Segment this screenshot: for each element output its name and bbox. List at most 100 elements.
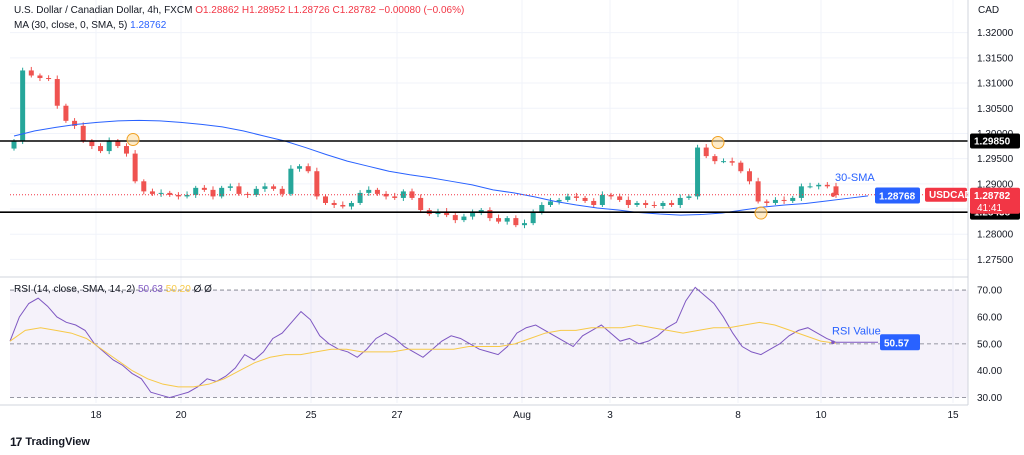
sma-annotation-label: 30-SMA — [835, 172, 875, 184]
candle-body — [374, 189, 380, 194]
rsi-guides — [10, 289, 968, 399]
time-tick-label: 25 — [305, 410, 317, 421]
price-tick-label: 1.31000 — [977, 79, 1014, 90]
candle-body — [816, 184, 822, 187]
price-tick-label: 1.32000 — [977, 28, 1014, 39]
candle-body — [487, 210, 493, 219]
candle-body — [738, 162, 744, 172]
currency-label: CAD — [978, 5, 1000, 16]
price-tick-label: 1.31500 — [977, 53, 1014, 64]
support-resistance-levels[interactable] — [0, 140, 968, 213]
price-tick-label: 1.29500 — [977, 154, 1014, 165]
candle-body — [193, 187, 199, 195]
candle-body — [798, 186, 804, 198]
candle-body — [547, 201, 553, 205]
candle-body — [149, 191, 155, 194]
candle-body — [210, 189, 216, 197]
candle-body — [677, 197, 683, 205]
price-tags: 1.298501.284381.28768USDCAD1.2878241:415… — [875, 133, 1020, 351]
current-price-tag-bg — [970, 187, 1020, 214]
candle-body — [461, 216, 467, 221]
candle-body — [37, 75, 43, 79]
candle-body — [781, 199, 787, 201]
rsi-sma-legend-value: 50.20 — [165, 284, 191, 295]
candle-body — [340, 204, 346, 207]
candle-body — [582, 197, 588, 201]
candle-body — [703, 147, 709, 157]
symbol-tag-bg — [925, 187, 967, 202]
highlight-circle — [126, 132, 140, 146]
candle-body — [279, 188, 285, 194]
candle-body — [253, 188, 259, 195]
candle-body — [80, 125, 86, 141]
candle-body — [305, 166, 311, 172]
candle-body — [824, 184, 830, 187]
candle-body — [695, 147, 701, 197]
candle-body — [184, 194, 190, 197]
chart-header: U.S. Dollar / Canadian Dollar, 4h, FXCM … — [14, 5, 464, 16]
current-price-tag: 1.28782 — [974, 191, 1011, 202]
candle-body — [617, 196, 623, 200]
ma-price-tag: 1.28768 — [879, 192, 916, 203]
candle-body — [20, 70, 26, 141]
candle-body — [790, 197, 796, 201]
rsi-legend[interactable]: RSI (14, close, SMA, 14, 2) 50.63 50.20 … — [14, 284, 212, 295]
candle-body — [98, 146, 104, 152]
candle-body — [746, 171, 752, 182]
rsi-legend-zero-1: Ø — [193, 284, 202, 295]
ma-legend[interactable]: MA (30, close, 0, SMA, 5) 1.28762 — [14, 20, 166, 31]
ma-legend-value: 1.28762 — [130, 20, 167, 31]
candle-body — [11, 141, 17, 149]
ma-price-tag-bg — [875, 187, 920, 204]
candle-body — [132, 153, 138, 182]
candle-body — [452, 215, 458, 221]
candle-body — [764, 201, 770, 203]
annotation-marks: 30-SMA RSI Value — [126, 132, 881, 345]
rsi-annotation-label: RSI Value — [832, 325, 881, 337]
candle-body — [383, 193, 389, 197]
candle-body — [219, 187, 225, 197]
time-tick-label: 8 — [735, 410, 741, 421]
rsi-tick-label: 40.00 — [977, 366, 1002, 377]
candle-body — [322, 196, 328, 203]
candle-body — [348, 202, 354, 207]
candle-body — [522, 223, 528, 226]
rsi-tick-label: 60.00 — [977, 312, 1002, 323]
candle-body — [599, 194, 605, 205]
candle-body — [539, 204, 545, 212]
axes: 1.320001.315001.310001.305001.300001.295… — [0, 0, 1014, 406]
candle-body — [63, 105, 69, 121]
tradingview-logo[interactable]: 17 TradingView — [10, 435, 90, 449]
brand-name: TradingView — [25, 436, 90, 448]
symbol-tag: USDCAD — [929, 190, 972, 201]
time-tick-label: 15 — [947, 410, 959, 421]
highlight-circle — [754, 206, 768, 220]
time-tick-label: 18 — [90, 410, 102, 421]
candle-body — [141, 181, 147, 192]
candle-body — [72, 120, 78, 126]
rsi-value-tag: 50.57 — [884, 338, 909, 349]
candle-body — [357, 192, 363, 203]
candle-body — [444, 211, 450, 216]
rsi-sma-line — [9, 321, 837, 388]
time-axis: 18 20 25 27 Aug 3 8 10 15 — [90, 410, 959, 421]
candle-body — [331, 202, 337, 205]
time-tick-label: 27 — [391, 410, 403, 421]
tradingview-icon: 17 — [10, 435, 22, 449]
candle-body — [755, 181, 761, 202]
rsi-tick-label: 50.00 — [977, 339, 1002, 350]
candle-body — [591, 200, 597, 205]
candle-body — [513, 218, 519, 226]
candle-body — [573, 196, 579, 198]
candle-body — [297, 166, 303, 169]
candle-body — [392, 196, 398, 198]
candle-body — [669, 202, 675, 205]
candle-body — [530, 211, 536, 224]
candle-body — [418, 197, 424, 211]
candle-body — [314, 171, 320, 197]
candle-body — [167, 192, 173, 195]
price-tick-label: 1.29000 — [977, 179, 1014, 190]
candle-body — [634, 202, 640, 205]
price-tick-label: 1.27500 — [977, 255, 1014, 266]
